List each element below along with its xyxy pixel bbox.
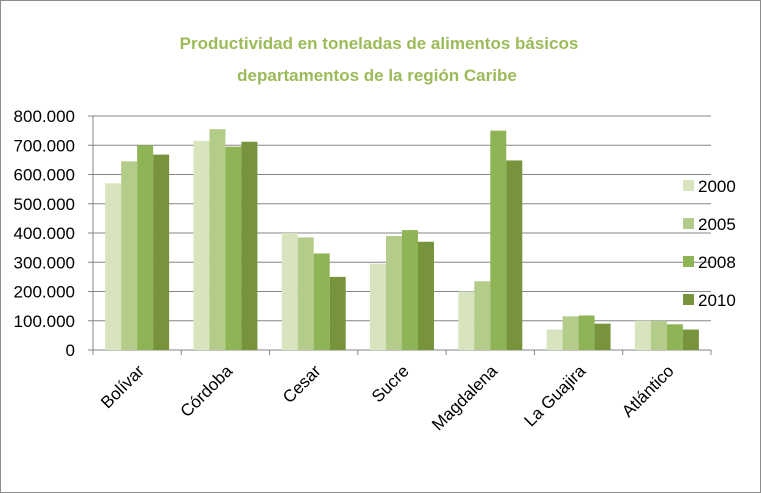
y-tick-label: 500.000 [14, 195, 75, 214]
bar-2005 [209, 129, 226, 350]
legend-label: 2005 [698, 215, 736, 234]
bar-2005 [474, 281, 491, 350]
bar-2008 [313, 253, 330, 350]
category-label: Cesar [279, 361, 325, 407]
bar-2000 [458, 291, 475, 350]
category-label: Atlántico [618, 361, 678, 421]
category-label: Córdoba [177, 361, 237, 421]
bar-2000 [105, 183, 122, 350]
bar-2010 [329, 276, 346, 350]
y-axis-ticks: 0 100.000 200.000 300.000 400.000 500.000 600.… [14, 107, 75, 360]
bar-2000 [634, 320, 651, 350]
bar-2005 [562, 316, 579, 350]
bar-2005 [297, 237, 314, 350]
legend-swatch [683, 294, 694, 305]
category-label: Bolívar [97, 361, 148, 412]
bar-2008 [578, 315, 595, 350]
bar-2000 [193, 140, 210, 350]
x-axis [92, 116, 712, 355]
y-tick-label: 400.000 [14, 224, 75, 243]
y-tick-label: 100.000 [14, 312, 75, 331]
bar-2010 [241, 141, 258, 350]
legend-label: 2000 [698, 177, 736, 196]
chart-title: Productividad en toneladas de alimentos … [180, 34, 579, 53]
bar-2000 [281, 233, 298, 350]
bar-2008 [137, 145, 154, 350]
legend-swatch [683, 180, 694, 191]
bar-2000 [370, 263, 386, 350]
bar-2008 [490, 130, 507, 350]
y-tick-label: 600.000 [14, 166, 75, 185]
category-label: Sucre [368, 361, 413, 406]
legend-swatch [683, 256, 694, 267]
bar-2010 [506, 160, 523, 350]
legend-label: 2008 [698, 253, 736, 272]
bar-2010 [594, 323, 611, 350]
chart-subtitle: departamentos de la región Caribe [237, 66, 517, 85]
bar-2010 [153, 154, 170, 350]
y-tick-label: 700.000 [14, 136, 75, 155]
category-labels: Bolívar Córdoba Cesar Sucre Magdalena La Guaj… [97, 361, 678, 434]
y-tick-label: 300.000 [14, 253, 75, 272]
y-tick-label: 0 [66, 341, 75, 360]
bar-2008 [402, 230, 418, 350]
bars [105, 129, 699, 350]
gridlines [88, 115, 711, 351]
legend-label: 2010 [698, 291, 736, 310]
y-tick-label: 200.000 [14, 283, 75, 302]
legend: 2000 2005 2008 2010 [683, 177, 736, 310]
bar-2008 [225, 146, 242, 350]
bar-2010 [682, 329, 699, 350]
bar-2005 [121, 161, 138, 350]
bar-2005 [386, 235, 402, 350]
y-tick-label: 800.000 [14, 107, 75, 126]
bar-2010 [418, 241, 434, 350]
category-label: Magdalena [428, 361, 501, 434]
bar-2008 [666, 324, 683, 350]
legend-swatch [683, 218, 694, 229]
category-label: La Guajira [521, 361, 590, 430]
bar-2005 [650, 320, 667, 350]
bar-2000 [546, 329, 563, 350]
